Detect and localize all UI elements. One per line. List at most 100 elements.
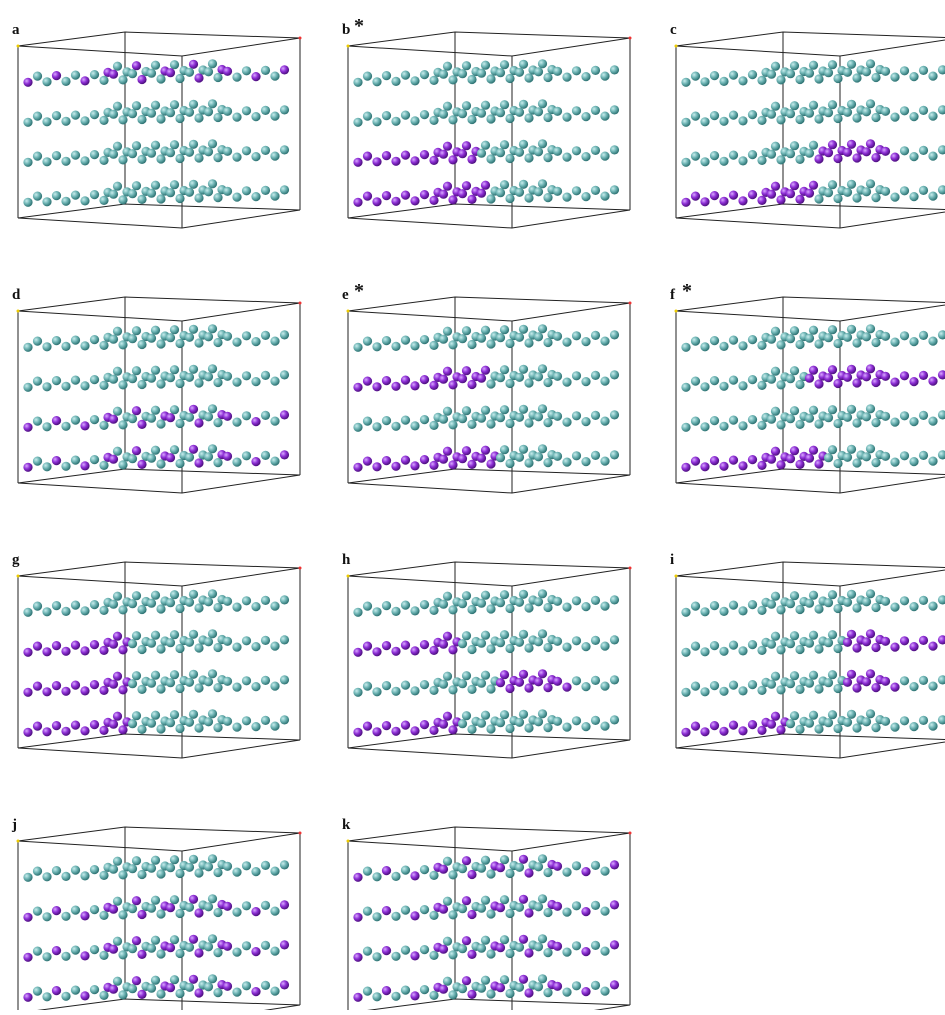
atom (362, 641, 373, 651)
atom (251, 72, 261, 82)
atom (429, 725, 439, 735)
atom (175, 988, 185, 999)
atom (241, 861, 252, 871)
atom (505, 868, 515, 879)
atom (207, 629, 218, 639)
atom (609, 65, 620, 75)
atom (909, 152, 919, 162)
atom (747, 720, 758, 730)
atom (499, 975, 510, 985)
atom (609, 450, 620, 460)
atom (795, 114, 805, 125)
atom (61, 951, 71, 961)
atom (410, 421, 420, 431)
atom (89, 720, 100, 730)
atom (747, 190, 758, 200)
atom (505, 73, 515, 84)
atom (700, 647, 710, 657)
atom (127, 189, 138, 199)
atom (400, 455, 411, 465)
atom (871, 72, 881, 83)
atom (70, 640, 81, 650)
atom (846, 404, 857, 414)
atom (372, 422, 382, 432)
atom (495, 148, 506, 158)
atom (833, 338, 843, 349)
atom (362, 946, 373, 956)
atom (70, 680, 81, 690)
atom (32, 71, 43, 81)
atom (150, 100, 161, 110)
atom (353, 462, 363, 472)
atom (51, 641, 62, 651)
atom (827, 180, 838, 190)
atom (146, 863, 157, 873)
atom (270, 866, 280, 876)
atom (89, 945, 100, 955)
atom (232, 602, 242, 612)
atom (372, 872, 382, 882)
atom (537, 589, 548, 599)
atom (476, 943, 487, 953)
panel: j (11, 817, 302, 1015)
atom (42, 647, 52, 657)
atom (400, 70, 411, 80)
atom (279, 105, 290, 115)
atom (419, 335, 430, 345)
atom (937, 635, 945, 645)
atom (681, 647, 691, 657)
atom (80, 911, 90, 921)
atom (757, 420, 767, 430)
atom (480, 975, 491, 985)
atom (789, 406, 800, 416)
atom (372, 607, 382, 617)
atom (137, 989, 147, 999)
atom (552, 861, 563, 871)
atom (184, 862, 195, 872)
atom (146, 188, 157, 198)
atom (112, 896, 123, 906)
atom (175, 73, 185, 84)
atom (461, 936, 472, 946)
atom (865, 444, 876, 454)
atom (789, 711, 800, 721)
atom (461, 181, 472, 191)
atom (880, 146, 891, 156)
atom (480, 180, 491, 190)
atom (757, 155, 767, 165)
atom (552, 716, 563, 726)
atom (789, 591, 800, 601)
atom (232, 337, 242, 347)
atom (156, 989, 166, 999)
atom (118, 340, 128, 350)
atom (728, 190, 739, 200)
atom (571, 676, 582, 686)
atom (499, 445, 510, 455)
atom (495, 108, 506, 118)
atom (461, 856, 472, 866)
atom (514, 942, 525, 952)
atom (499, 140, 510, 150)
atom (457, 334, 468, 344)
atom (562, 152, 572, 162)
atom (700, 157, 710, 167)
atom (757, 685, 767, 695)
atom (89, 415, 100, 425)
atom (112, 591, 123, 601)
atom (543, 948, 553, 958)
atom (188, 59, 199, 69)
atom (99, 645, 109, 655)
atom (146, 333, 157, 343)
atom (203, 982, 214, 992)
atom (852, 113, 862, 123)
atom (766, 679, 777, 689)
atom (552, 371, 563, 381)
atom (899, 146, 910, 156)
atom (789, 631, 800, 641)
atom (590, 595, 601, 605)
atom (23, 117, 33, 127)
atom (400, 150, 411, 160)
atom (99, 870, 109, 880)
atom (909, 602, 919, 612)
atom (156, 74, 166, 84)
